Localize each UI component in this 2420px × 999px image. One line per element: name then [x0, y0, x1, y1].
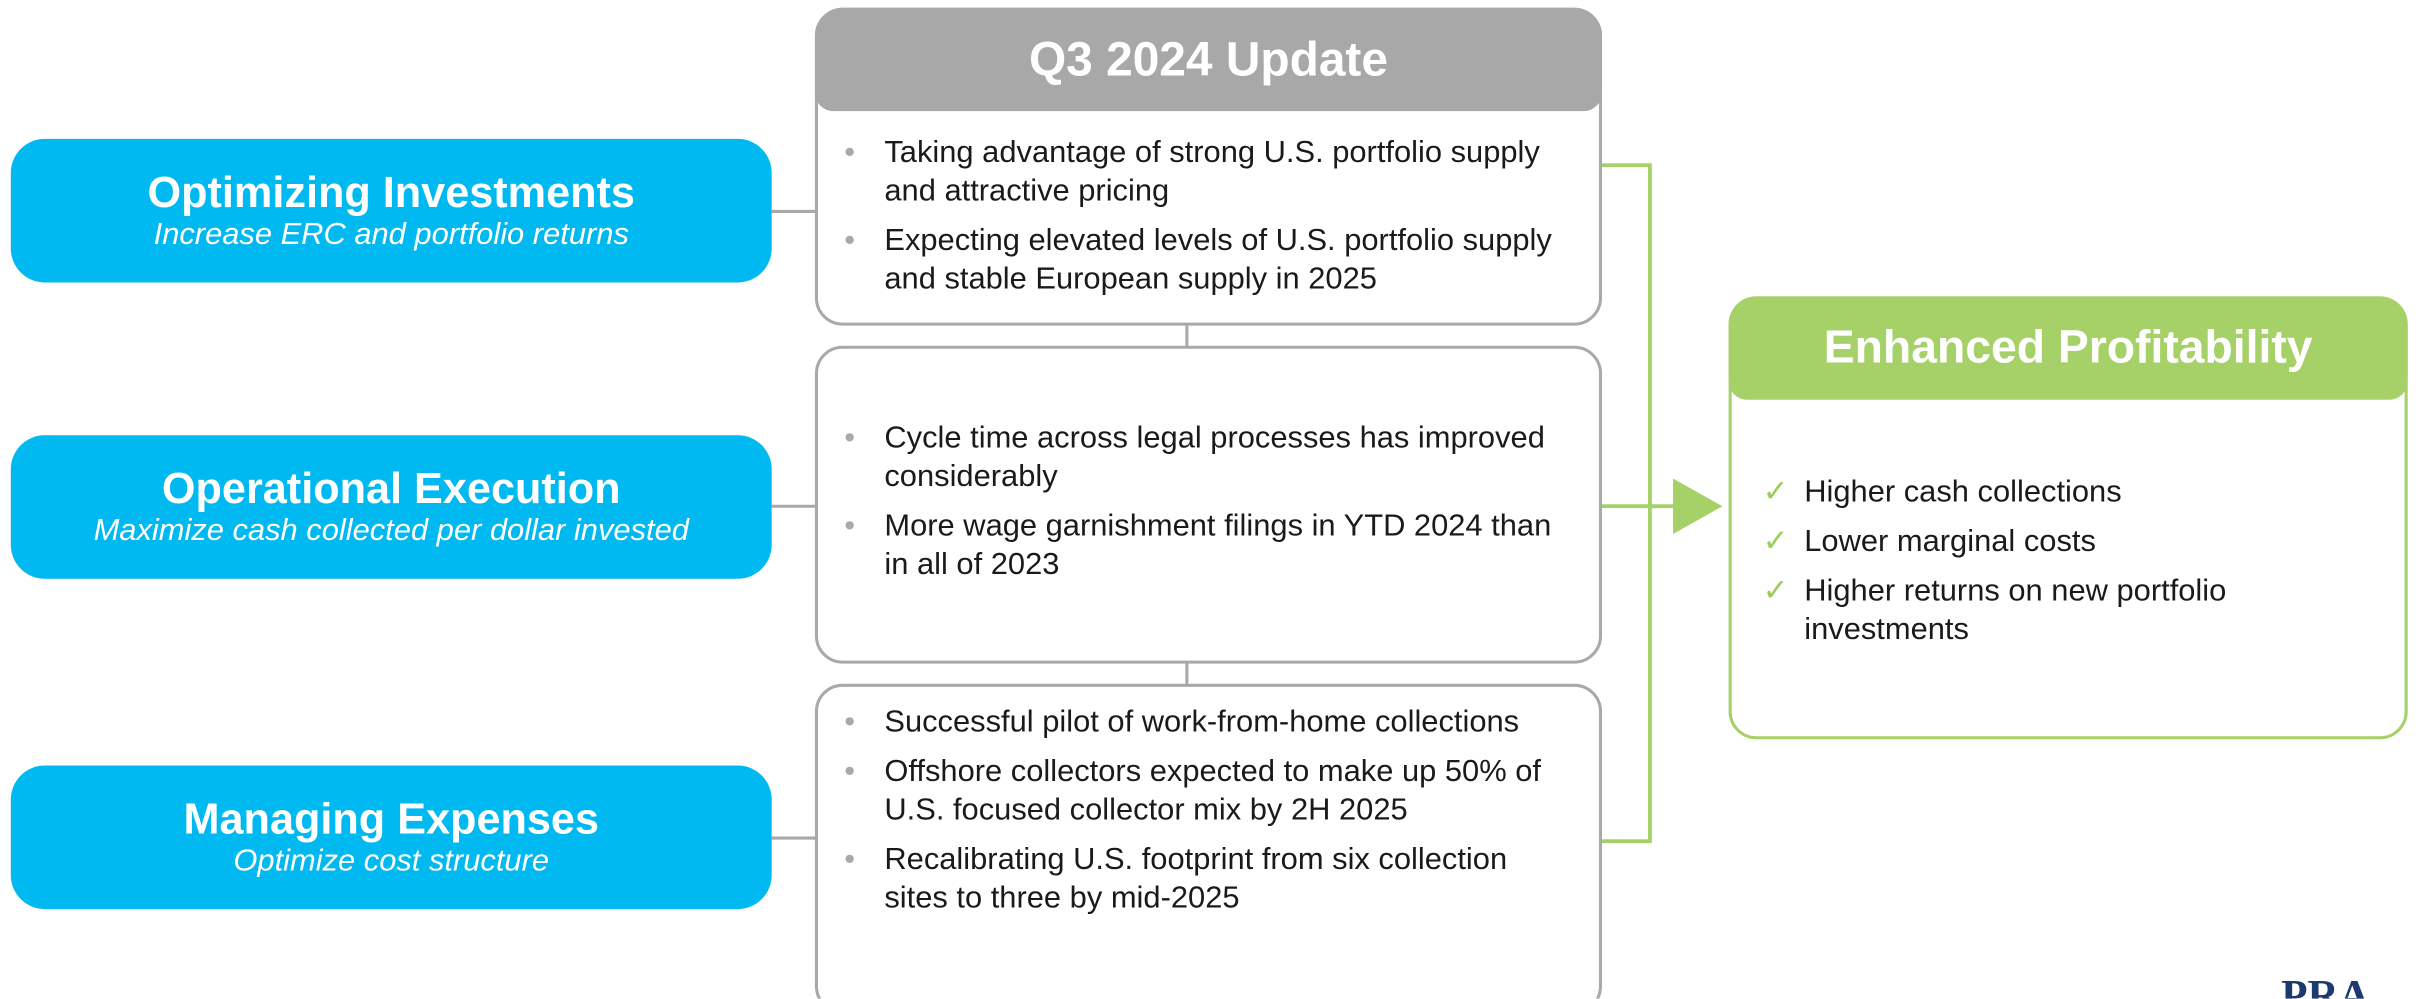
bullet: Higher returns on new portfolio investme… [1763, 572, 2374, 649]
pillar-subtitle: Increase ERC and portfolio returns [153, 216, 629, 251]
pillar-title: Operational Execution [161, 463, 621, 512]
bullet: Recalibrating U.S. footprint from six co… [843, 841, 1568, 918]
bullet: Offshore collectors expected to make up … [843, 753, 1568, 830]
pillar-subtitle: Optimize cost structure [233, 843, 550, 878]
pillar-title: Managing Expenses [183, 794, 599, 842]
outcome-title: Enhanced Profitability [1728, 296, 2408, 400]
bullet: Expecting elevated levels of U.S. portfo… [843, 221, 1568, 298]
bullet: Lower marginal costs [1763, 522, 2374, 561]
logo: PRA [2281, 972, 2370, 999]
bullet-list: Cycle time across legal processes has im… [843, 414, 1568, 595]
bullet: More wage garnishment filings in YTD 202… [843, 507, 1568, 584]
bullet-list: Higher cash collections Lower marginal co… [1763, 468, 2374, 659]
bullet: Higher cash collections [1763, 473, 2374, 512]
bullet: Successful pilot of work-from-home colle… [843, 704, 1568, 743]
pillar: Operational Execution Maximize cash coll… [10, 435, 772, 579]
bullet-list: Successful pilot of work-from-home colle… [843, 699, 1568, 929]
update-box: Cycle time across legal processes has im… [814, 345, 1603, 664]
bullet: Taking advantage of strong U.S. portfoli… [843, 134, 1568, 211]
pillar-subtitle: Maximize cash collected per dollar inves… [93, 513, 689, 548]
pillar: Managing Expenses Optimize cost structur… [10, 765, 772, 910]
update-box: Successful pilot of work-from-home colle… [814, 683, 1603, 999]
bullet-list: Taking advantage of strong U.S. portfoli… [843, 129, 1568, 310]
header-title: Q3 2024 Update [814, 7, 1603, 112]
pillar: Optimizing Investments Increase ERC and … [10, 138, 772, 283]
bullet: Cycle time across legal processes has im… [843, 419, 1568, 496]
pillar-title: Optimizing Investments [147, 167, 635, 216]
